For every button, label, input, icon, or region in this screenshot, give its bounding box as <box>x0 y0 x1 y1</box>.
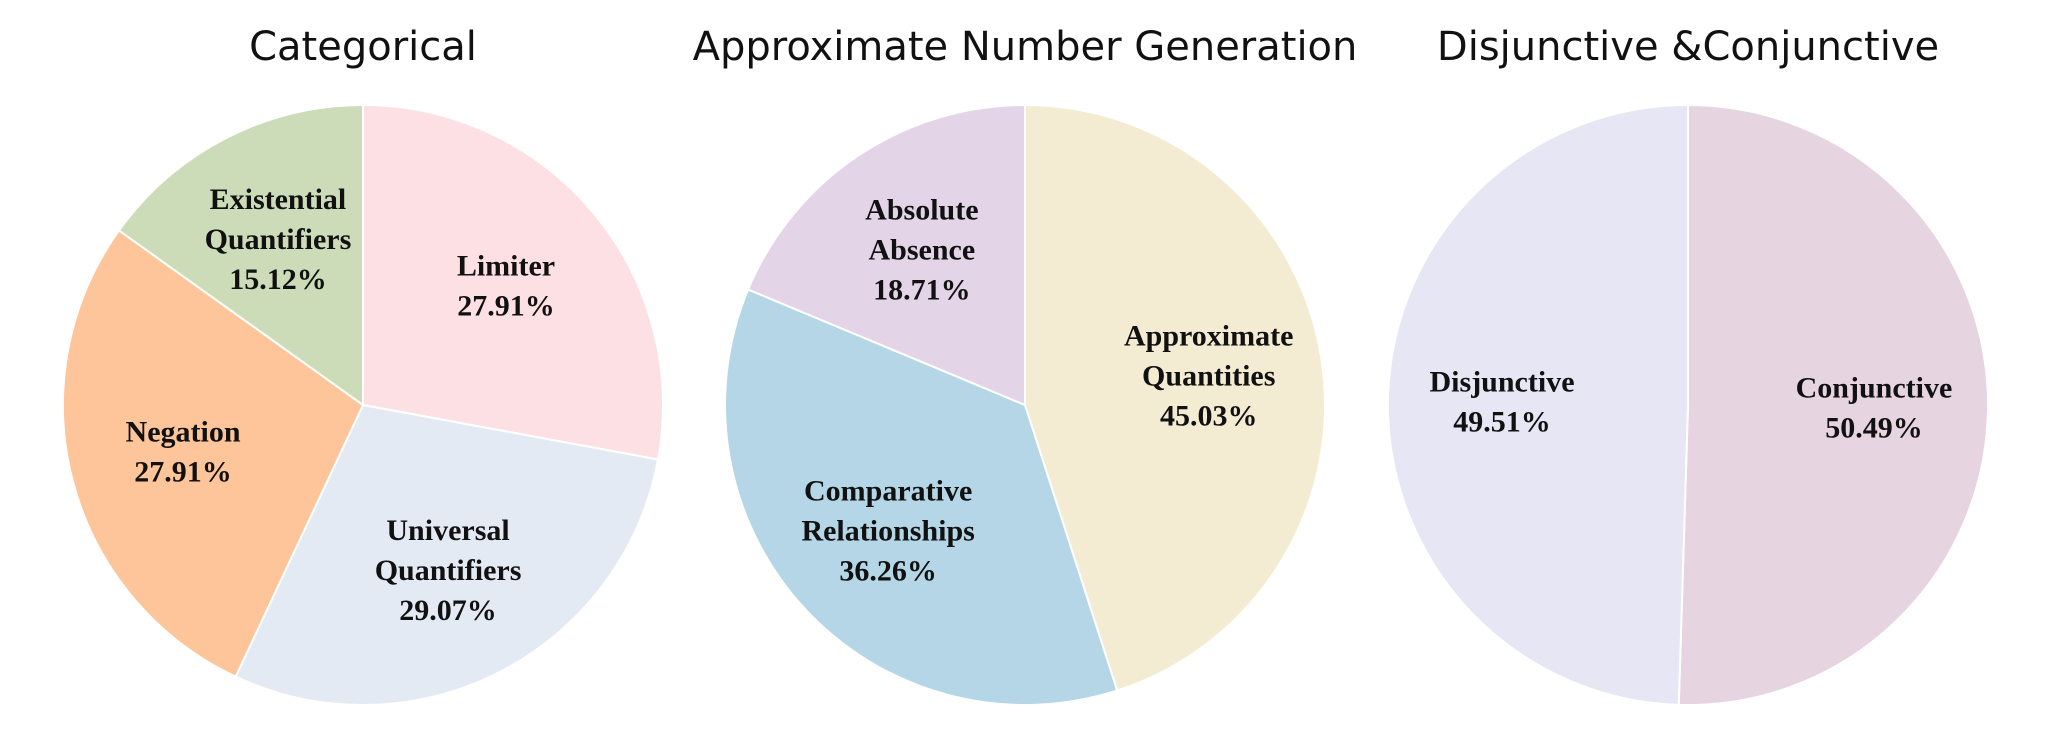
pie-slices <box>1387 103 1989 706</box>
slice-label: Absolute <box>865 194 978 227</box>
slice-label: Relationships <box>801 514 974 547</box>
chart-title: Disjunctive &Conjunctive <box>1437 24 1939 70</box>
pie-slice <box>746 103 1026 407</box>
slice-label: Comparative <box>804 474 972 507</box>
pie-slices <box>62 103 664 706</box>
pie-chart-categorical: Categorical Limiter 27.91% Universal Quanti… <box>62 24 664 706</box>
slice-percent: 27.91% <box>457 290 555 323</box>
slice-label: Negation <box>126 416 241 449</box>
pie-chart-approximate-number-generation: Approximate Number Generation Approximat… <box>693 24 1358 706</box>
slice-percent: 50.49% <box>1825 411 1923 444</box>
slice-label: Limiter <box>457 250 555 283</box>
slice-percent: 18.71% <box>873 274 971 307</box>
slice-label: Quantities <box>1142 360 1275 393</box>
slice-label: Approximate <box>1124 320 1293 353</box>
pie-labels: Limiter 27.91% Universal Quantifiers 29.07% N… <box>126 183 556 627</box>
slice-label: Quantifiers <box>205 223 352 256</box>
slice-percent: 45.03% <box>1160 400 1258 433</box>
pie-slices <box>724 103 1326 706</box>
pie-slice <box>117 103 364 407</box>
slice-percent: 36.26% <box>839 554 937 587</box>
pie-chart-disjunctive-conjunctive: Disjunctive &Conjunctive Conjunctive 50.4… <box>1387 24 1989 706</box>
pie-slice <box>1677 103 1989 706</box>
pie-slice <box>362 103 664 461</box>
slice-label: Disjunctive <box>1430 366 1575 399</box>
pie-slice <box>62 229 365 678</box>
slice-label: Existential <box>210 183 347 216</box>
slice-label: Absence <box>869 234 976 267</box>
slice-label: Universal <box>386 514 509 547</box>
pie-slice <box>724 288 1119 706</box>
slice-percent: 29.07% <box>399 594 497 627</box>
slice-percent: 49.51% <box>1453 406 1551 439</box>
pie-slice <box>1387 103 1689 706</box>
slice-label: Conjunctive <box>1796 371 1953 404</box>
slice-percent: 27.91% <box>134 456 232 489</box>
pie-slice <box>234 403 660 706</box>
pie-labels: Approximate Quantities 45.03% Comparative Re… <box>801 194 1293 588</box>
pie-labels: Conjunctive 50.49% Disjunctive 49.51% <box>1430 366 1953 445</box>
slice-label: Quantifiers <box>375 554 522 587</box>
slice-percent: 15.12% <box>229 263 327 296</box>
pie-slice <box>1024 103 1326 692</box>
chart-title: Approximate Number Generation <box>693 24 1358 70</box>
chart-title: Categorical <box>249 24 477 70</box>
